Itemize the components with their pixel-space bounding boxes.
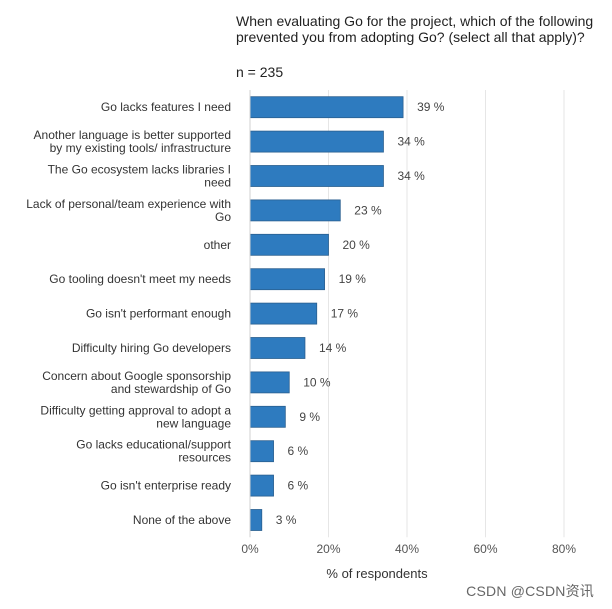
category-label: Go tooling doesn't meet my needs <box>49 272 231 286</box>
category-label-line: resources <box>178 451 231 465</box>
category-label: Concern about Google sponsorship and stew… <box>42 369 231 396</box>
chart-title: When evaluating Go for the project, whic… <box>236 13 594 45</box>
category-label: Difficulty hiring Go developers <box>72 341 231 355</box>
bar <box>249 199 341 222</box>
bar <box>249 474 274 497</box>
category-label: other <box>204 238 231 252</box>
data-label: 20 % <box>343 238 371 252</box>
x-tick-label: 40% <box>395 542 419 556</box>
data-label: 6 % <box>288 444 309 458</box>
bar <box>249 302 318 325</box>
category-label-line: Go lacks features I need <box>101 100 231 114</box>
category-label: Go isn't performant enough <box>86 307 231 321</box>
category-label-line: need <box>204 176 231 190</box>
category-label-line: by my existing tools/ infrastructure <box>50 141 232 155</box>
category-label-line: Go lacks educational/support <box>76 438 231 452</box>
category-label: None of the above <box>133 513 231 527</box>
data-label: 34 % <box>397 169 425 183</box>
chart-subtitle: n = 235 <box>236 64 284 80</box>
data-label: 6 % <box>288 479 309 493</box>
data-label: 10 % <box>303 375 331 389</box>
category-label-line: None of the above <box>133 513 231 527</box>
category-label: Lack of personal/team experience with Go <box>26 197 231 224</box>
bar <box>249 96 404 119</box>
bar <box>249 233 329 256</box>
data-label: 39 % <box>417 100 445 114</box>
category-label-line: new language <box>156 416 231 430</box>
x-tick-label: 80% <box>552 542 576 556</box>
bar <box>249 165 384 187</box>
category-label-line: Go isn't enterprise ready <box>101 479 231 493</box>
bar <box>249 509 263 531</box>
data-label: 23 % <box>354 203 382 217</box>
category-label: Go isn't enterprise ready <box>101 479 231 493</box>
data-label: 3 % <box>276 513 297 527</box>
category-label-line: other <box>204 238 231 252</box>
bar <box>249 440 274 463</box>
category-label-line: Go tooling doesn't meet my needs <box>49 272 231 286</box>
category-label-line: Concern about Google sponsorship <box>42 369 231 383</box>
x-axis-label: % of respondents <box>326 566 428 581</box>
bar <box>249 130 384 153</box>
category-label: Go lacks features I need <box>101 100 231 114</box>
x-tick-label: 60% <box>473 542 497 556</box>
data-label: 19 % <box>339 272 367 286</box>
category-label: Another language is better supported by m… <box>34 128 232 155</box>
category-label-line: Go <box>215 210 231 224</box>
category-label: Go lacks educational/support resources <box>76 438 231 465</box>
bar <box>249 268 325 291</box>
category-label-line: Difficulty getting approval to adopt a <box>40 403 231 417</box>
bar <box>249 337 306 359</box>
category-label-line: The Go ecosystem lacks libraries I <box>48 163 231 177</box>
x-tick-label: 20% <box>316 542 340 556</box>
data-label: 9 % <box>299 410 320 424</box>
category-label-line: Lack of personal/team experience with <box>26 197 231 211</box>
bar <box>249 405 286 428</box>
category-label-line: Go isn't performant enough <box>86 307 231 321</box>
category-label: Difficulty getting approval to adopt a ne… <box>40 403 231 430</box>
data-label: 34 % <box>397 135 425 149</box>
category-label-line: Difficulty hiring Go developers <box>72 341 231 355</box>
category-label-line: and stewardship of Go <box>111 382 231 396</box>
category-label-line: Another language is better supported <box>34 128 231 142</box>
bar <box>249 371 290 394</box>
data-label: 17 % <box>331 307 359 321</box>
x-tick-label: 0% <box>241 542 259 556</box>
data-label: 14 % <box>319 341 347 355</box>
watermark: CSDN @CSDN资讯 <box>466 583 594 599</box>
